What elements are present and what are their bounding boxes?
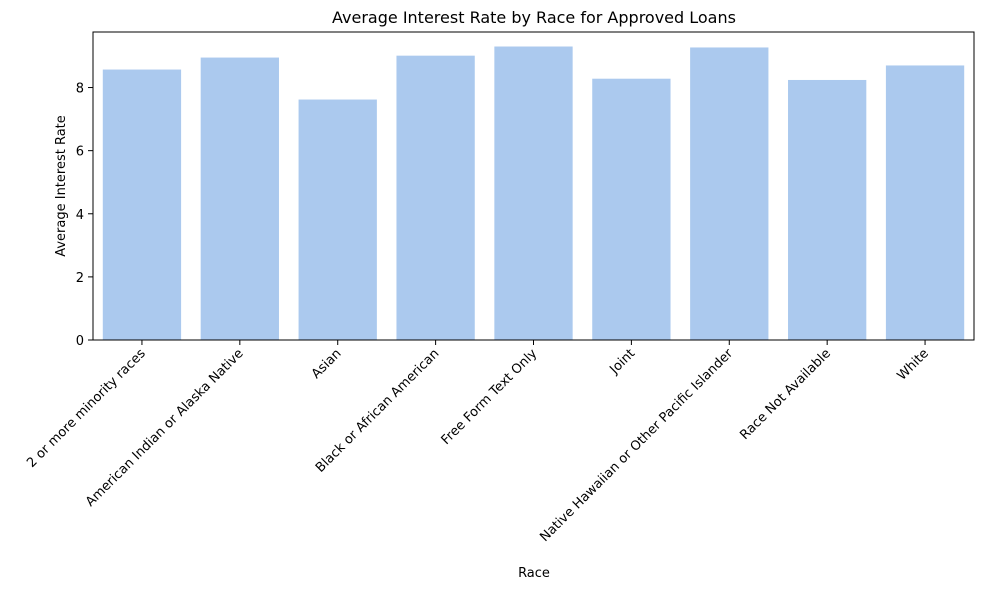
bar-7 [788,79,867,340]
x-tick-label-1: American Indian or Alaska Native [83,346,247,510]
y-tick-label-2: 4 [76,208,84,223]
x-tick-label-7: Race Not Available [737,346,834,443]
y-tick-label-4: 8 [76,82,84,97]
y-tick-label-3: 6 [76,145,84,160]
bars-group [102,46,965,341]
bar-1 [200,57,279,341]
y-axis-label: Average Interest Rate [54,115,69,257]
y-tick-label-1: 2 [76,271,84,286]
bar-8 [885,65,965,341]
x-tick-label-6: Native Hawaiian or Other Pacific Islande… [537,346,736,545]
bar-3 [396,55,475,341]
y-tick-label-0: 0 [76,334,84,349]
x-tick-label-4: Free Form Text Only [439,346,541,448]
x-tick-label-5: Joint [607,346,639,378]
bar-2 [298,99,377,341]
bar-6 [690,47,769,341]
bar-0 [102,69,182,340]
x-tick-label-8: White [895,346,932,383]
x-axis-label: Race [518,566,550,581]
bar-4 [494,46,573,341]
y-axis: 0 2 4 6 8 [76,82,93,349]
plot-frame [92,31,975,341]
chart-title: Average Interest Rate by Race for Approv… [332,8,736,27]
x-tick-label-2: Asian [309,346,345,382]
bar-5 [592,78,671,340]
